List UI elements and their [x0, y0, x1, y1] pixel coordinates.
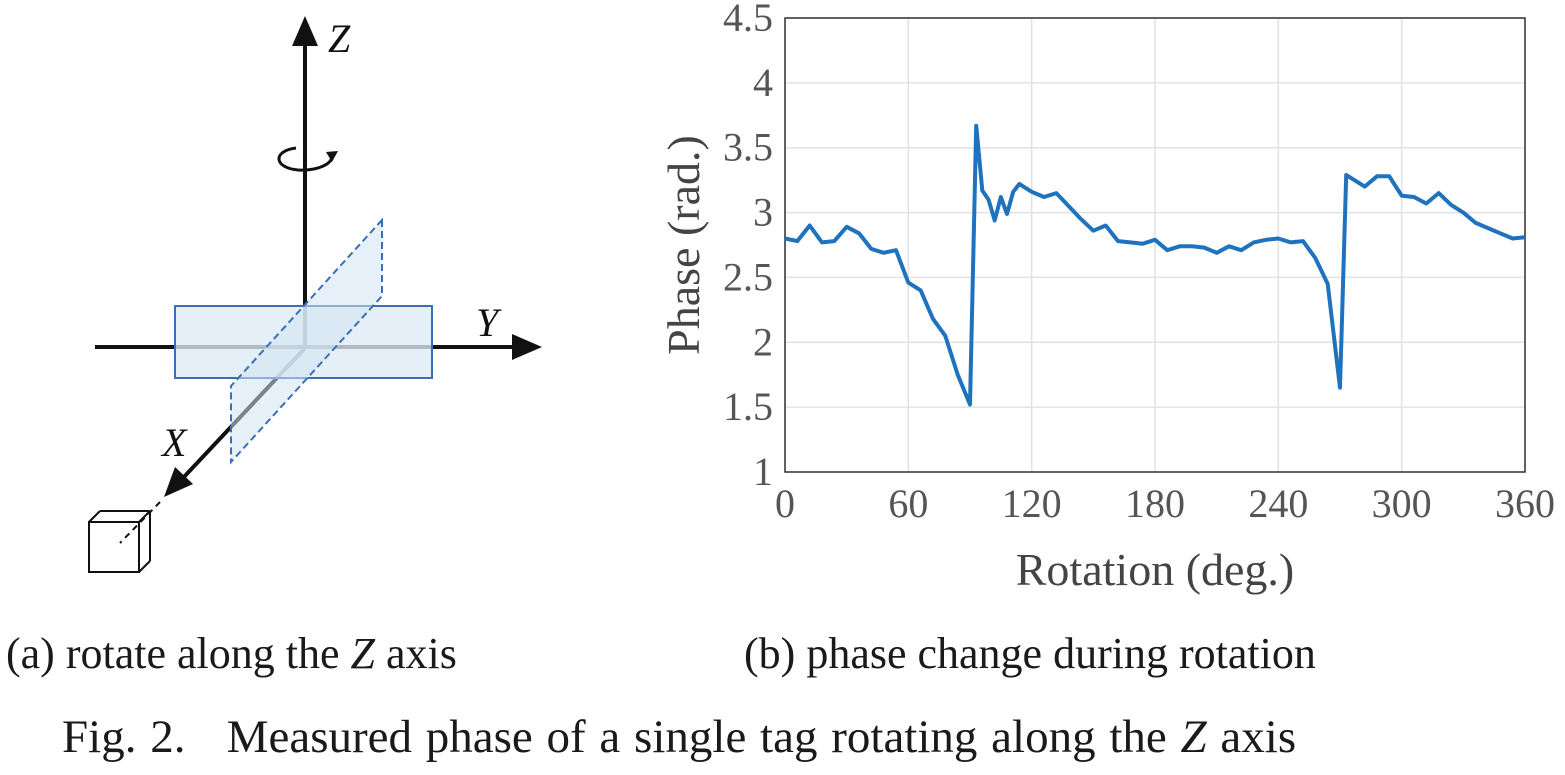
y-tick-label: 4.5: [723, 0, 773, 40]
x-tick-labels: 0 60 120 180 240 300 360: [775, 481, 1555, 526]
caption-a-text: rotate along the: [65, 629, 340, 678]
axis-diagram: Z Y X: [88, 16, 542, 573]
x-tick-label: 120: [1002, 481, 1062, 526]
x-tick-label: 360: [1495, 481, 1555, 526]
rotation-arrowhead-icon: [326, 151, 338, 162]
x-axis-label: Rotation (deg.): [1016, 544, 1295, 595]
axis-label-x: X: [160, 420, 188, 465]
caption-b: (b) phase change during rotation: [744, 628, 1316, 679]
y-tick-label: 2.5: [723, 254, 773, 299]
figure-suffix: axis: [1220, 711, 1297, 763]
caption-a-var: Z: [350, 629, 375, 678]
z-axis-arrow-icon: [292, 16, 318, 46]
x-axis-arrow-icon: [164, 467, 193, 497]
figure-var: Z: [1180, 711, 1207, 763]
x-axis-dashed-extension: [119, 501, 161, 544]
figure-label: Fig. 2.: [62, 711, 186, 763]
caption-a-suffix: axis: [386, 629, 457, 678]
caption-b-text: phase change during rotation: [806, 629, 1316, 678]
x-tick-label: 0: [775, 481, 795, 526]
caption-a: (a) rotate along the Z axis: [6, 628, 457, 679]
y-tick-label: 4: [753, 60, 773, 105]
figure-caption: Fig. 2. Measured phase of a single tag r…: [62, 710, 1296, 764]
y-tick-label: 3.5: [723, 125, 773, 170]
y-axis-arrow-icon: [512, 334, 542, 360]
y-tick-label: 2: [753, 319, 773, 364]
x-tick-label: 240: [1248, 481, 1308, 526]
x-tick-label: 300: [1372, 481, 1432, 526]
x-tick-label: 60: [888, 481, 928, 526]
phase-chart: 0 60 120 180 240 300 360 1 1.5 2 2.5 3 3.5 4 4.5 Rota…: [658, 0, 1555, 595]
tag-rotated-plane: [230, 217, 383, 465]
phase-series-line: [784, 123, 1526, 407]
axis-label-y: Y: [476, 300, 502, 345]
x-tick-label: 180: [1125, 481, 1185, 526]
rotation-arrow-icon: [277, 146, 334, 172]
plot-frame: [784, 17, 1526, 473]
caption-b-prefix: (b): [744, 629, 796, 678]
y-axis-label: Phase (rad.): [658, 135, 709, 355]
figure-text: Measured phase of a single tag rotating …: [226, 711, 1167, 763]
caption-a-prefix: (a): [6, 629, 55, 678]
chart-grid: [784, 17, 1526, 473]
y-tick-label: 1.5: [723, 384, 773, 429]
y-tick-label: 3: [753, 190, 773, 235]
reader-box-icon: [88, 510, 151, 573]
y-tick-labels: 1 1.5 2 2.5 3 3.5 4 4.5: [723, 0, 773, 494]
axis-label-z: Z: [328, 16, 351, 61]
y-tick-label: 1: [753, 449, 773, 494]
